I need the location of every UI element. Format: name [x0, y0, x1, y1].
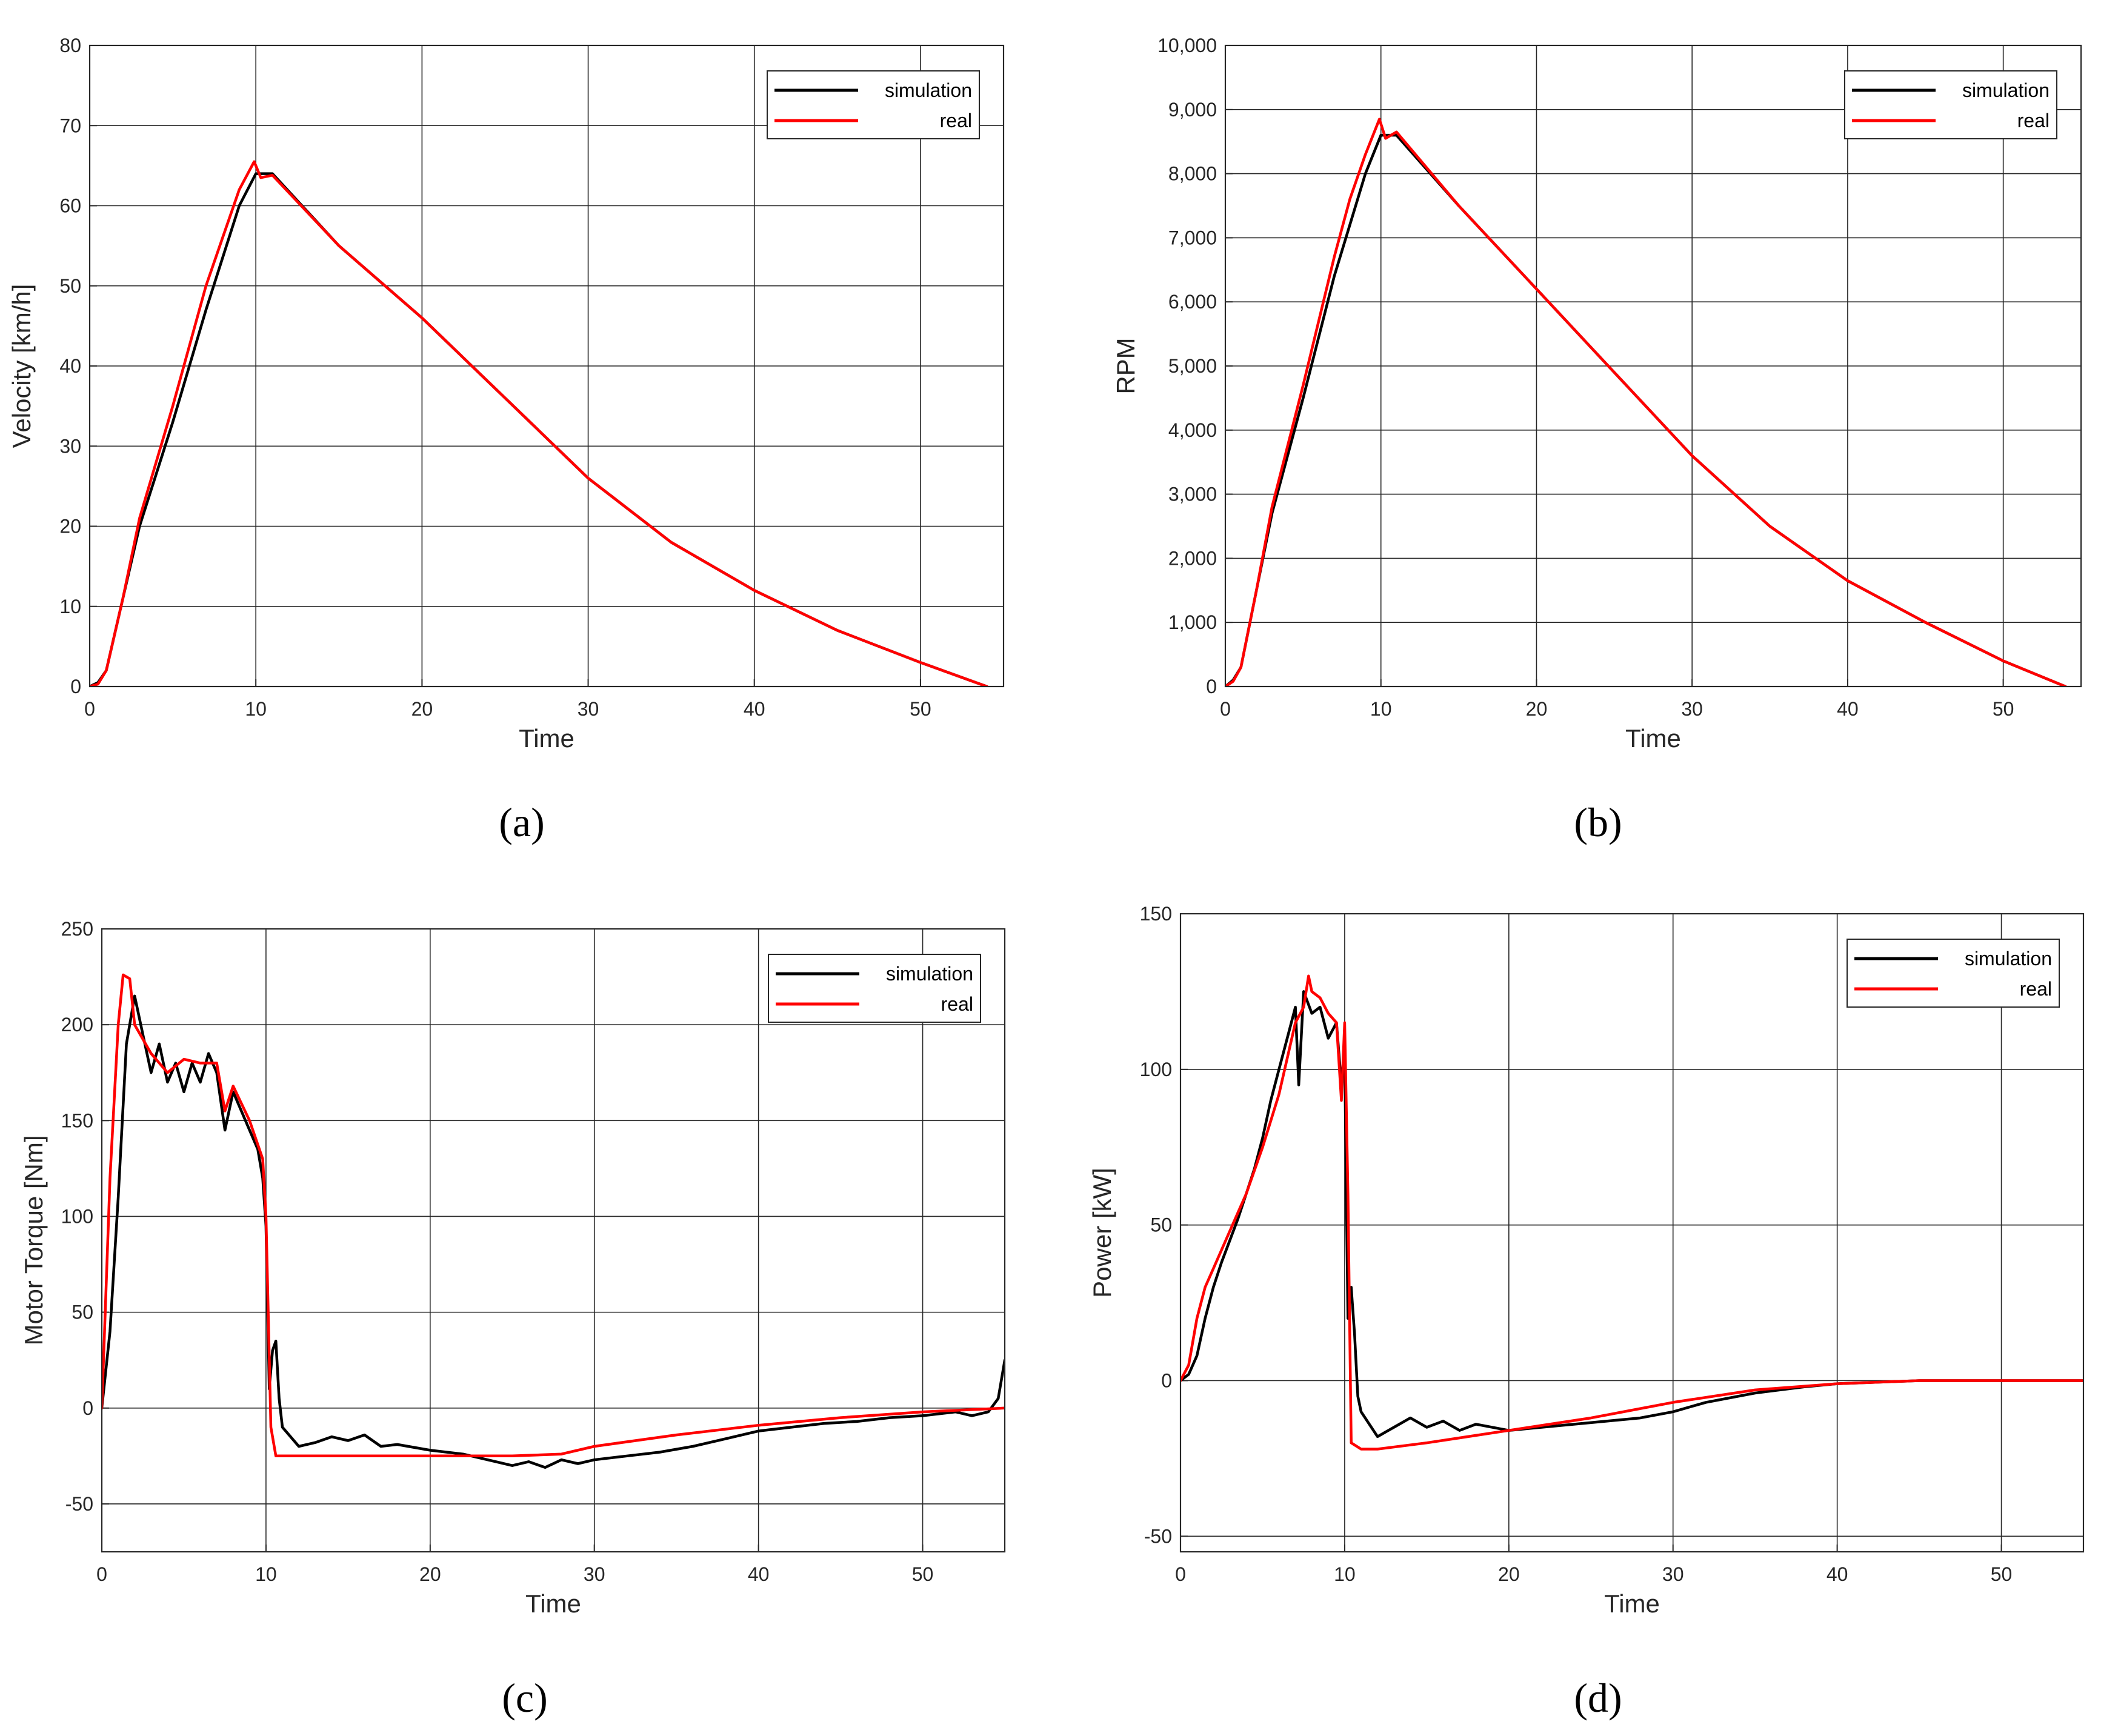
x-tick-label: 40: [748, 1563, 770, 1585]
y-tick-label: 8,000: [1168, 163, 1217, 185]
y-axis-label: Velocity [km/h]: [7, 284, 36, 448]
series-line-real: [1225, 118, 2067, 687]
x-tick-label: 50: [912, 1563, 934, 1585]
x-tick-label: 40: [744, 698, 765, 720]
x-tick-label: 20: [1526, 698, 1548, 720]
x-tick-label: 50: [1991, 1563, 2013, 1585]
y-tick-label: 50: [1150, 1214, 1172, 1236]
x-axis-label: Time: [1625, 724, 1681, 753]
panel-label: (b): [1574, 799, 1622, 845]
y-tick-label: -50: [1144, 1525, 1172, 1547]
y-tick-label: 200: [61, 1014, 93, 1036]
x-tick-label: 30: [578, 698, 599, 720]
panel-d: 0 10 20 30 40 50-50050100150simulationrealTim…: [1088, 903, 2085, 1721]
x-tick-label: 50: [910, 698, 931, 720]
legend-box: [768, 954, 981, 1023]
y-tick-label: 4,000: [1168, 419, 1217, 441]
y-tick-label: 10: [59, 596, 81, 617]
y-axis-label: Power [kW]: [1088, 1168, 1116, 1298]
y-tick-label: 30: [59, 435, 81, 457]
legend-label-real: real: [941, 993, 973, 1015]
x-tick-label: 0: [1220, 698, 1231, 720]
plot-area: [102, 929, 1005, 1552]
legend-label-simulation: simulation: [885, 79, 972, 101]
y-tick-label: 3,000: [1168, 484, 1217, 505]
axes-box: [1179, 913, 2085, 1553]
y-tick-label: 40: [59, 355, 81, 377]
legend-box: [1847, 939, 2060, 1008]
x-tick-label: 10: [245, 698, 267, 720]
y-tick-label: 0: [70, 676, 81, 697]
legend-box: [1844, 70, 2057, 139]
legend-box: [767, 70, 980, 139]
x-axis-label: Time: [1604, 1589, 1660, 1618]
x-tick-label: 10: [1370, 698, 1392, 720]
panel-label: (d): [1574, 1675, 1622, 1721]
panel-label: (a): [499, 799, 544, 845]
x-tick-label: 0: [96, 1563, 107, 1585]
y-tick-label: 50: [72, 1302, 93, 1323]
y-tick-label: 50: [59, 275, 81, 297]
legend-label-simulation: simulation: [1962, 79, 2050, 101]
y-tick-label: -50: [65, 1493, 93, 1515]
x-tick-label: 40: [1827, 1563, 1848, 1585]
y-tick-label: 150: [61, 1109, 93, 1131]
y-tick-label: 70: [59, 115, 81, 136]
y-tick-label: 1,000: [1168, 611, 1217, 633]
y-tick-label: 60: [59, 195, 81, 217]
y-tick-label: 250: [61, 918, 93, 940]
legend-label-simulation: simulation: [886, 963, 973, 985]
x-tick-label: 20: [411, 698, 433, 720]
y-tick-label: 80: [59, 35, 81, 56]
y-tick-label: 100: [1140, 1059, 1172, 1080]
x-tick-label: 30: [584, 1563, 605, 1585]
x-tick-label: 10: [1334, 1563, 1356, 1585]
panel-c: 0 10 20 30 40 50 -50 0 50 100 150 200 250 simulation r…: [19, 918, 1006, 1721]
x-axis-label: Time: [519, 724, 574, 753]
y-tick-label: 7,000: [1168, 227, 1217, 248]
legend-label-simulation: simulation: [1965, 948, 2052, 969]
plot-area: [1181, 914, 2083, 1552]
y-tick-label: 20: [59, 516, 81, 537]
y-tick-label: 0: [1206, 676, 1217, 697]
axes-box: [101, 928, 1006, 1553]
y-axis-label: Motor Torque [Nm]: [19, 1135, 48, 1345]
panel-b: 0 10 20 30 40 50 0 1,000 2,000 3,000 4,000 5,000 6,0…: [1111, 35, 2082, 845]
legend-label-real: real: [2020, 978, 2052, 1000]
x-tick-label: 20: [1498, 1563, 1520, 1585]
panel-a: 0 10 20 30 40 50 0 10 20 30 40 50 60 70 80 simulation re…: [7, 35, 1005, 845]
y-tick-label: 10,000: [1157, 35, 1217, 56]
axes-box: [88, 44, 1005, 688]
axes-box: [1224, 44, 2082, 688]
x-tick-label: 10: [255, 1563, 277, 1585]
series-line-real: [90, 160, 988, 687]
panel-label: (c): [502, 1675, 547, 1721]
x-tick-label: 0: [84, 698, 95, 720]
y-tick-label: 100: [61, 1205, 93, 1227]
legend-label-real: real: [2017, 110, 2050, 131]
y-axis-label: RPM: [1111, 338, 1140, 394]
y-tick-label: 2,000: [1168, 547, 1217, 569]
y-tick-label: 5,000: [1168, 355, 1217, 377]
x-tick-label: 0: [1175, 1563, 1186, 1585]
y-tick-label: 0: [1161, 1369, 1172, 1391]
series-line-real: [1181, 974, 2083, 1451]
x-tick-label: 40: [1837, 698, 1859, 720]
y-tick-label: 150: [1140, 903, 1172, 925]
x-tick-label: 30: [1681, 698, 1703, 720]
x-tick-label: 30: [1662, 1563, 1684, 1585]
y-tick-label: 6,000: [1168, 291, 1217, 313]
series-line-simulation: [102, 994, 1005, 1469]
series-line-real: [102, 973, 1005, 1458]
y-tick-label: 0: [82, 1397, 93, 1419]
x-tick-label: 50: [1993, 698, 2014, 720]
y-tick-label: 9,000: [1168, 99, 1217, 121]
x-tick-label: 20: [419, 1563, 441, 1585]
legend-label-real: real: [940, 110, 972, 131]
x-axis-label: Time: [525, 1589, 581, 1618]
